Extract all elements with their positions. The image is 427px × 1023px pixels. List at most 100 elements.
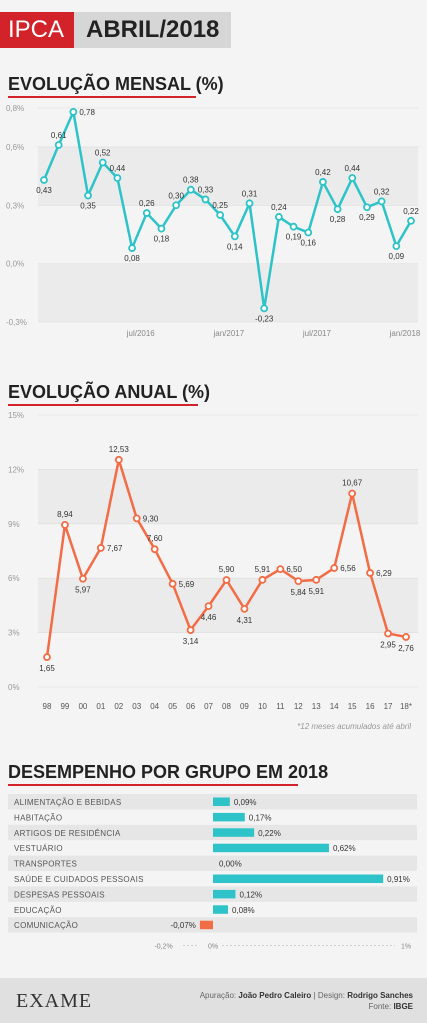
annual-ytick: 9% bbox=[8, 520, 20, 529]
monthly-data-label: 0,44 bbox=[344, 164, 360, 173]
monthly-data-label: 0,52 bbox=[95, 148, 111, 157]
annual-xtick: 18* bbox=[400, 702, 412, 711]
annual-xtick: 00 bbox=[78, 702, 87, 711]
annual-point bbox=[330, 564, 339, 572]
group-value-label: 0,91% bbox=[387, 875, 410, 884]
group-xtick: 0% bbox=[208, 944, 218, 951]
annual-point bbox=[222, 576, 231, 584]
monthly-point bbox=[69, 107, 78, 116]
group-value-label: 0,00% bbox=[219, 860, 242, 869]
annual-note: *12 meses acumulados até abril bbox=[297, 722, 411, 731]
apuracao-value: João Pedro Caleiro bbox=[238, 991, 312, 1000]
group-category-label: HABITAÇÃO bbox=[14, 813, 62, 822]
annual-xtick: 98 bbox=[43, 702, 52, 711]
exame-logo: EXAME bbox=[16, 990, 93, 1012]
group-bar bbox=[213, 874, 384, 883]
monthly-data-label: 0,18 bbox=[154, 235, 170, 244]
annual-data-label: 12,53 bbox=[109, 445, 130, 454]
group-xtick: 1% bbox=[401, 944, 411, 951]
monthly-band bbox=[38, 263, 418, 322]
monthly-point bbox=[54, 141, 63, 149]
annual-xtick: 08 bbox=[222, 702, 231, 711]
annual-band bbox=[38, 469, 418, 524]
monthly-point bbox=[363, 203, 371, 212]
monthly-point bbox=[333, 205, 342, 214]
group-category-label: DESPESAS PESSOAIS bbox=[14, 890, 105, 899]
group-bar bbox=[213, 889, 236, 899]
monthly-data-label: 0,32 bbox=[374, 187, 390, 196]
monthly-point bbox=[319, 178, 327, 186]
monthly-point bbox=[142, 209, 151, 217]
group-value-label: -0,07% bbox=[171, 921, 196, 930]
annual-band bbox=[38, 415, 418, 470]
monthly-data-label: 0,43 bbox=[36, 186, 52, 195]
annual-xtick: 99 bbox=[60, 702, 69, 711]
monthly-chart: 0,8% 0,6% 0,3% 0,0% -0,3% jul/2016 jan/2017 jul… bbox=[6, 104, 421, 338]
monthly-point bbox=[392, 242, 401, 251]
group-value-label: 0,22% bbox=[258, 829, 281, 838]
group-category-label: SAÚDE E CUIDADOS PESSOAIS bbox=[14, 875, 144, 884]
monthly-point bbox=[289, 222, 298, 231]
group-row-band bbox=[8, 794, 417, 810]
group-category-label: VESTUÁRIO bbox=[14, 844, 63, 853]
annual-data-label: 9,30 bbox=[143, 514, 159, 523]
monthly-point bbox=[260, 304, 269, 313]
annual-point bbox=[366, 569, 375, 577]
annual-point bbox=[204, 602, 213, 611]
group-value-label: 0,17% bbox=[249, 813, 272, 822]
fonte-value: IBGE bbox=[393, 1002, 413, 1011]
monthly-point bbox=[274, 213, 283, 221]
annual-ytick: 6% bbox=[8, 574, 20, 583]
annual-point bbox=[276, 565, 285, 574]
monthly-ytick: -0,3% bbox=[6, 318, 27, 327]
group-category-label: ARTIGOS DE RESIDÊNCIA bbox=[14, 829, 121, 838]
group-bar bbox=[213, 905, 228, 914]
annual-point bbox=[168, 579, 177, 588]
annual-data-label: 4,46 bbox=[201, 613, 217, 622]
monthly-point bbox=[245, 199, 254, 208]
monthly-xtick: jul/2017 bbox=[302, 329, 332, 338]
annual-data-label: 1,65 bbox=[39, 664, 55, 673]
annual-xtick: 14 bbox=[330, 702, 339, 711]
footer: EXAME Apuração: João Pedro Caleiro | Des… bbox=[0, 978, 427, 1023]
annual-data-label: 5,91 bbox=[255, 565, 271, 574]
monthly-data-label: 0,38 bbox=[183, 176, 199, 185]
annual-xtick: 12 bbox=[294, 702, 303, 711]
annual-data-label: 10,67 bbox=[342, 479, 363, 488]
annual-data-label: 4,31 bbox=[237, 616, 253, 625]
groups-chart: ALIMENTAÇÃO E BEBIDAS 0,09% HABITAÇÃO 0,17%… bbox=[8, 794, 417, 951]
annual-title-rule bbox=[8, 404, 198, 406]
annual-point bbox=[150, 545, 159, 554]
annual-data-label: 3,14 bbox=[183, 637, 199, 646]
annual-ytick: 15% bbox=[8, 411, 24, 420]
annual-ytick: 0% bbox=[8, 683, 20, 692]
annual-xtick: 17 bbox=[384, 702, 393, 711]
annual-data-label: 6,29 bbox=[376, 569, 392, 578]
monthly-point bbox=[304, 228, 313, 237]
group-value-label: 0,12% bbox=[239, 890, 262, 899]
monthly-ytick: 0,8% bbox=[6, 104, 24, 113]
annual-xtick: 10 bbox=[258, 702, 267, 711]
group-category-label: COMUNICAÇÃO bbox=[14, 921, 78, 930]
header-title: ABRIL/2018 bbox=[74, 12, 232, 48]
annual-point bbox=[114, 455, 123, 464]
monthly-data-label: 0,19 bbox=[286, 233, 302, 242]
annual-data-label: 2,76 bbox=[398, 644, 414, 653]
annual-point bbox=[186, 626, 195, 634]
monthly-data-label: 0,22 bbox=[403, 207, 419, 216]
monthly-ytick: 0,3% bbox=[6, 201, 24, 210]
monthly-data-label: 0,29 bbox=[359, 213, 375, 222]
monthly-section-title: EVOLUÇÃO MENSAL (%) bbox=[8, 74, 224, 94]
annual-data-label: 5,97 bbox=[75, 586, 91, 595]
monthly-data-label: 0,08 bbox=[124, 254, 140, 263]
monthly-data-label: 0,42 bbox=[315, 168, 331, 177]
monthly-data-label: 0,78 bbox=[79, 108, 95, 117]
annual-xtick: 11 bbox=[276, 702, 285, 711]
monthly-point bbox=[216, 211, 225, 219]
monthly-ytick: 0,6% bbox=[6, 143, 24, 152]
monthly-point bbox=[407, 216, 415, 225]
annual-ytick: 3% bbox=[8, 629, 20, 638]
annual-point bbox=[402, 633, 410, 641]
group-category-label: EDUCAÇÃO bbox=[14, 906, 62, 915]
annual-chart: 15% 12% 9% 6% 3% 0% 98 99 00 01 02 03 04 05 06 07 08 09 10… bbox=[8, 411, 418, 711]
